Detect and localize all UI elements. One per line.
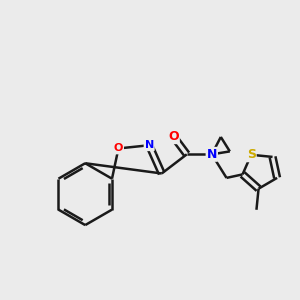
Text: N: N (145, 140, 154, 150)
Text: O: O (168, 130, 179, 143)
Text: N: N (207, 148, 217, 161)
Text: O: O (114, 143, 123, 154)
Text: S: S (247, 148, 256, 161)
